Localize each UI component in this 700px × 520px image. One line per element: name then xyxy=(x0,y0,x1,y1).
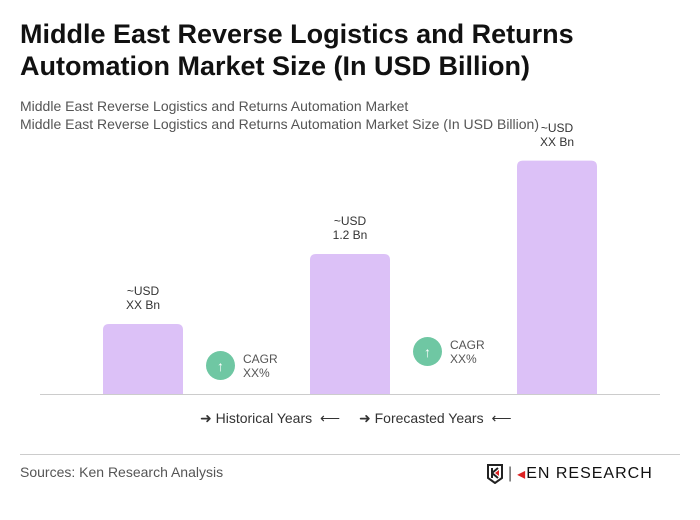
bar-data-label: ~USD 1.2 Bn xyxy=(332,214,368,242)
arrow-up-icon: ↑ xyxy=(206,351,235,380)
bar-data-label: ~USD XX Bn xyxy=(539,120,575,149)
chart-title: Middle East Reverse Logistics and Return… xyxy=(20,19,574,81)
source-text: Sources: Ken Research Analysis xyxy=(20,464,224,480)
cagr-badge: ↑ CAGR XX% xyxy=(413,337,485,366)
bar xyxy=(310,254,390,394)
subtitle-2: Middle East Reverse Logistics and Return… xyxy=(20,116,539,132)
subtitle: Middle East Reverse Logistics and Return… xyxy=(20,98,409,114)
arrow-up-icon: ↑ xyxy=(413,337,442,366)
cagr-badge: ↑ CAGR XX% xyxy=(206,351,278,380)
bar-data-label: ~USD XX Bn xyxy=(125,284,161,312)
ken-research-logo: | ◂ EN RESEARCH xyxy=(486,464,653,484)
legend-historical: ➜ Historical Years ⟵ xyxy=(200,410,341,426)
divider xyxy=(20,454,680,455)
legend-forecasted: ➜ Forecasted Years ⟵ xyxy=(359,410,512,426)
bar xyxy=(517,160,597,394)
bar xyxy=(103,324,183,394)
